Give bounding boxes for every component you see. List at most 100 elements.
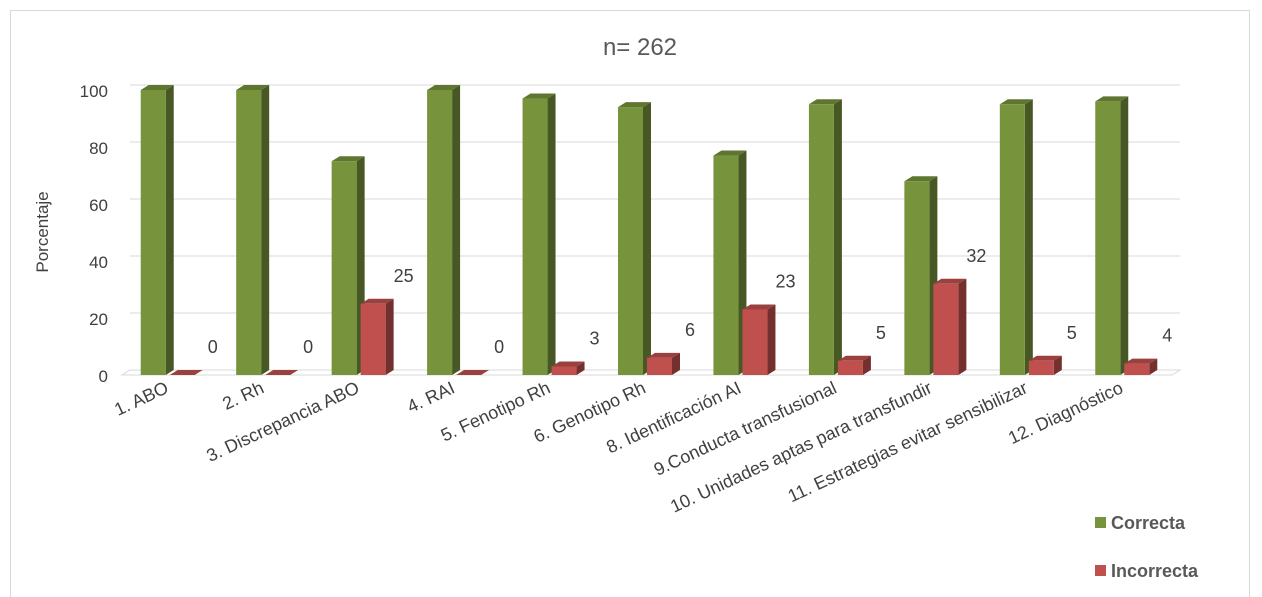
bar-side xyxy=(862,355,871,375)
x-tick-label: 2. Rh xyxy=(219,377,266,413)
bar-front xyxy=(551,366,577,375)
bar-correcta-9 xyxy=(904,176,938,375)
legend-label-incorrecta: Incorrecta xyxy=(1111,561,1199,581)
bar-side xyxy=(1024,99,1033,375)
data-label: 32 xyxy=(966,246,986,266)
bar-top xyxy=(1095,96,1129,102)
bar-front xyxy=(808,104,834,375)
bar-side xyxy=(261,85,270,375)
bar-front xyxy=(331,161,357,375)
bar-top xyxy=(713,150,747,156)
bar-correcta-8 xyxy=(808,99,842,375)
x-tick-label: 1. ABO xyxy=(111,377,171,419)
y-tick-label: 0 xyxy=(99,367,108,386)
bar-incorrecta-9 xyxy=(933,278,967,375)
bar-side xyxy=(672,352,680,375)
data-label: 0 xyxy=(494,337,504,357)
bar-side xyxy=(1120,96,1129,376)
bar-incorrecta-5 xyxy=(551,361,585,375)
y-tick-label: 20 xyxy=(89,310,108,329)
data-label: 23 xyxy=(775,271,795,291)
bar-top xyxy=(140,85,174,90)
bar-correcta-5 xyxy=(522,93,556,376)
bar-side xyxy=(452,85,461,375)
data-label: 5 xyxy=(1067,323,1077,343)
y-axis-label: Porcentaje xyxy=(33,191,52,272)
bar-side xyxy=(385,298,394,375)
bar-top xyxy=(522,93,556,99)
bar-top xyxy=(1124,358,1158,364)
data-label: 5 xyxy=(876,323,886,343)
bar-front xyxy=(236,90,262,375)
legend: Correcta Incorrecta xyxy=(1095,513,1199,581)
bar-side xyxy=(643,102,651,375)
bar-top xyxy=(265,370,299,375)
y-tick-label: 80 xyxy=(89,139,108,158)
bar-correcta-7 xyxy=(713,150,747,375)
bar-front xyxy=(522,98,548,376)
bar-correcta-2 xyxy=(236,85,270,375)
bar-top xyxy=(999,99,1033,105)
bar-front xyxy=(647,357,672,375)
bar-front xyxy=(713,155,739,375)
bar-front xyxy=(837,360,863,375)
data-label: 0 xyxy=(303,337,313,357)
legend-swatch-incorrecta xyxy=(1095,565,1106,576)
y-tick-labels: 0 20 40 60 80 100 xyxy=(80,82,108,386)
bar-top xyxy=(427,85,461,90)
bar-side xyxy=(1053,355,1062,375)
bar-top xyxy=(331,156,365,162)
bar-incorrecta-2 xyxy=(265,370,299,375)
bar-correcta-3 xyxy=(331,156,365,375)
bar-correcta-11 xyxy=(1095,96,1129,376)
bar-incorrecta-7 xyxy=(742,304,776,375)
data-label: 6 xyxy=(685,320,695,340)
bar-front xyxy=(1095,101,1121,376)
bar-incorrecta-10 xyxy=(1028,355,1062,375)
legend-label-correcta: Correcta xyxy=(1111,513,1186,533)
bar-top xyxy=(837,355,871,361)
x-tick-label: 4. RAI xyxy=(404,377,458,416)
data-label: 25 xyxy=(394,266,414,286)
bar-incorrecta-6 xyxy=(647,352,680,375)
data-label: 0 xyxy=(208,337,218,357)
data-label: 4 xyxy=(1162,326,1172,346)
bar-front xyxy=(1028,360,1054,375)
bar-top xyxy=(933,278,967,284)
chart-title: n= 262 xyxy=(603,34,677,61)
bar-side xyxy=(547,93,556,376)
bar-side xyxy=(1149,358,1158,375)
bar-top xyxy=(904,176,938,182)
bar-correcta-1 xyxy=(140,85,174,375)
y-tick-label: 60 xyxy=(89,196,108,215)
bar-top xyxy=(1028,355,1062,361)
bar-top xyxy=(551,361,585,367)
bar-top xyxy=(236,85,270,90)
bar-front xyxy=(742,309,768,375)
y-tick-label: 100 xyxy=(80,82,108,101)
bar-top xyxy=(618,102,651,108)
bar-top xyxy=(742,304,776,310)
y-tick-label: 40 xyxy=(89,253,108,272)
bar-side xyxy=(576,361,585,375)
bar-front xyxy=(999,104,1025,375)
bar-front xyxy=(618,107,643,375)
bar-front xyxy=(360,303,386,375)
bar-side xyxy=(767,304,776,375)
bars: 0 0 25 0 3 6 23 5 32 5 4 xyxy=(140,85,1172,376)
bar-side xyxy=(165,85,174,375)
bar-front xyxy=(140,90,166,375)
bar-front xyxy=(1124,363,1150,375)
bar-incorrecta-8 xyxy=(837,355,871,375)
bar-correcta-4 xyxy=(427,85,461,375)
bar-side xyxy=(958,278,967,375)
bar-incorrecta-4 xyxy=(456,370,490,375)
bar-top xyxy=(808,99,842,105)
bar-incorrecta-1 xyxy=(169,370,203,375)
bar-correcta-10 xyxy=(999,99,1033,375)
bar-incorrecta-3 xyxy=(360,298,394,375)
x-tick-label: 3. Discrepancia ABO xyxy=(203,377,362,465)
bar-top xyxy=(647,352,680,358)
